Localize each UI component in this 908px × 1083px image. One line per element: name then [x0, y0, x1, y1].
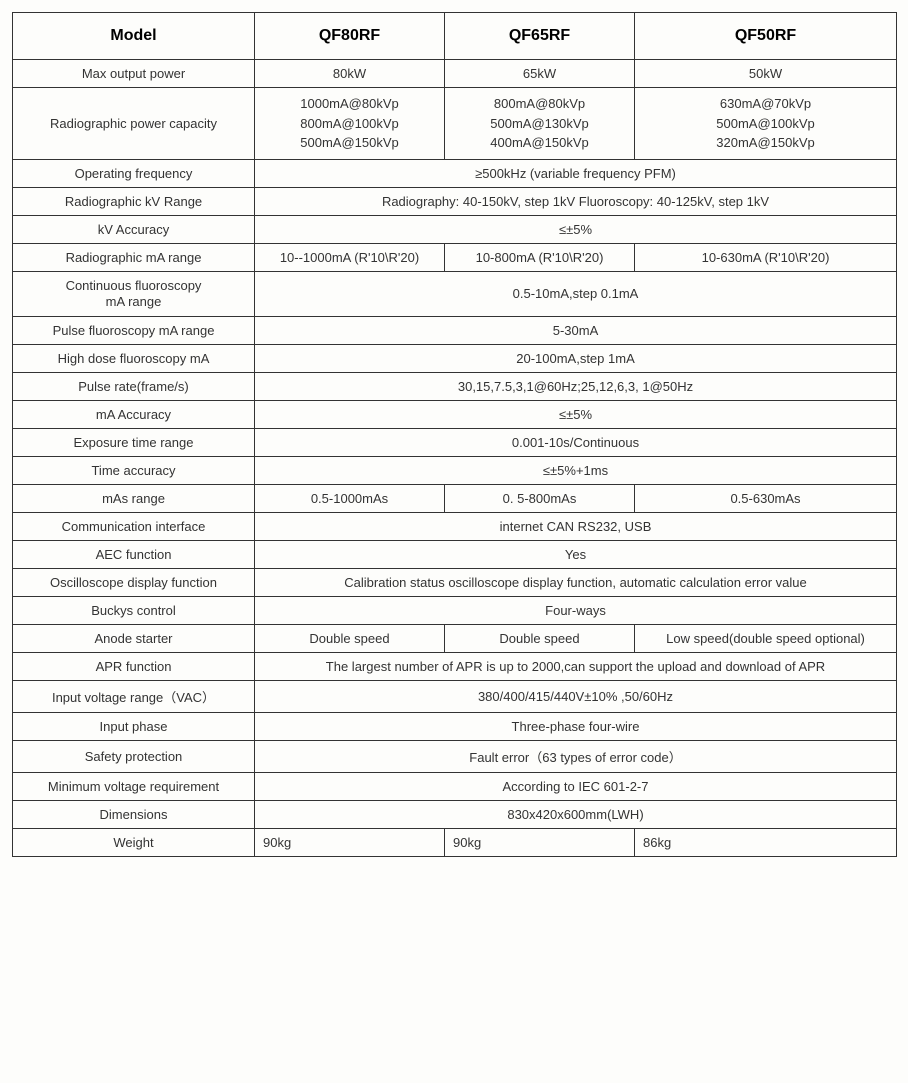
row-value: 0.5-1000mAs — [255, 485, 445, 513]
row-label: Radiographic kV Range — [13, 187, 255, 215]
table-row: Pulse rate(frame/s)30,15,7.5,3,1@60Hz;25… — [13, 373, 897, 401]
row-value-merged: 830x420x600mm(LWH) — [255, 801, 897, 829]
row-value: 90kg — [445, 829, 635, 857]
table-row: Weight90kg90kg86kg — [13, 829, 897, 857]
table-row: AEC functionYes — [13, 541, 897, 569]
row-label: AEC function — [13, 541, 255, 569]
row-label: Operating frequency — [13, 159, 255, 187]
row-label: Communication interface — [13, 513, 255, 541]
table-body: Max output power80kW65kW50kWRadiographic… — [13, 60, 897, 857]
row-value-merged: ≤±5%+1ms — [255, 457, 897, 485]
row-value-merged: 380/400/415/440V±10% ,50/60Hz — [255, 681, 897, 713]
header-row: Model QF80RF QF65RF QF50RF — [13, 13, 897, 60]
row-value-merged: 30,15,7.5,3,1@60Hz;25,12,6,3, 1@50Hz — [255, 373, 897, 401]
table-row: Oscilloscope display functionCalibration… — [13, 569, 897, 597]
table-row: Radiographic mA range10--1000mA (R'10\R'… — [13, 243, 897, 271]
row-label: Max output power — [13, 60, 255, 88]
row-label: Pulse rate(frame/s) — [13, 373, 255, 401]
row-value: Low speed(double speed optional) — [635, 625, 897, 653]
table-row: Exposure time range0.001-10s/Continuous — [13, 429, 897, 457]
row-label: Anode starter — [13, 625, 255, 653]
table-row: Pulse fluoroscopy mA range5-30mA — [13, 317, 897, 345]
row-value-merged: Calibration status oscilloscope display … — [255, 569, 897, 597]
row-value: 86kg — [635, 829, 897, 857]
row-value-merged: The largest number of APR is up to 2000,… — [255, 653, 897, 681]
table-row: Input phaseThree-phase four-wire — [13, 713, 897, 741]
row-value-merged: internet CAN RS232, USB — [255, 513, 897, 541]
row-value: 80kW — [255, 60, 445, 88]
table-row: Max output power80kW65kW50kW — [13, 60, 897, 88]
table-row: Buckys controlFour-ways — [13, 597, 897, 625]
row-value: 1000mA@80kVp 800mA@100kVp 500mA@150kVp — [255, 88, 445, 160]
row-value: Double speed — [255, 625, 445, 653]
row-value: Double speed — [445, 625, 635, 653]
row-value-merged: ≤±5% — [255, 401, 897, 429]
table-row: Minimum voltage requirementAccording to … — [13, 773, 897, 801]
table-row: Dimensions830x420x600mm(LWH) — [13, 801, 897, 829]
row-value-merged: Fault error（63 types of error code） — [255, 741, 897, 773]
row-value-merged: 20-100mA,step 1mA — [255, 345, 897, 373]
row-value-merged: 0.001-10s/Continuous — [255, 429, 897, 457]
row-value: 10-800mA (R'10\R'20) — [445, 243, 635, 271]
table-row: mA Accuracy≤±5% — [13, 401, 897, 429]
table-row: Radiographic power capacity1000mA@80kVp … — [13, 88, 897, 160]
header-model: Model — [13, 13, 255, 60]
row-value-merged: Yes — [255, 541, 897, 569]
row-label: Weight — [13, 829, 255, 857]
row-label: Minimum voltage requirement — [13, 773, 255, 801]
row-value-merged: According to IEC 601-2-7 — [255, 773, 897, 801]
spec-table: Model QF80RF QF65RF QF50RF Max output po… — [12, 12, 897, 857]
table-row: Anode starterDouble speedDouble speedLow… — [13, 625, 897, 653]
row-label: High dose fluoroscopy mA — [13, 345, 255, 373]
table-row: Communication interfaceinternet CAN RS23… — [13, 513, 897, 541]
table-row: Operating frequency≥500kHz (variable fre… — [13, 159, 897, 187]
row-label: Pulse fluoroscopy mA range — [13, 317, 255, 345]
table-row: Continuous fluoroscopy mA range0.5-10mA,… — [13, 271, 897, 317]
row-label: Dimensions — [13, 801, 255, 829]
row-label: Time accuracy — [13, 457, 255, 485]
row-label: Buckys control — [13, 597, 255, 625]
row-label: Exposure time range — [13, 429, 255, 457]
row-value-merged: Three-phase four-wire — [255, 713, 897, 741]
row-value: 630mA@70kVp 500mA@100kVp 320mA@150kVp — [635, 88, 897, 160]
row-label: kV Accuracy — [13, 215, 255, 243]
table-row: Time accuracy≤±5%+1ms — [13, 457, 897, 485]
row-value-merged: 5-30mA — [255, 317, 897, 345]
row-label: mA Accuracy — [13, 401, 255, 429]
table-row: Radiographic kV RangeRadiography: 40-150… — [13, 187, 897, 215]
row-value: 10--1000mA (R'10\R'20) — [255, 243, 445, 271]
row-label: mAs range — [13, 485, 255, 513]
row-label: Oscilloscope display function — [13, 569, 255, 597]
row-value: 0.5-630mAs — [635, 485, 897, 513]
table-row: APR functionThe largest number of APR is… — [13, 653, 897, 681]
header-qf50rf: QF50RF — [635, 13, 897, 60]
row-label: Input voltage range（VAC） — [13, 681, 255, 713]
row-value: 800mA@80kVp 500mA@130kVp 400mA@150kVp — [445, 88, 635, 160]
row-value: 0. 5-800mAs — [445, 485, 635, 513]
row-value: 65kW — [445, 60, 635, 88]
row-label: Input phase — [13, 713, 255, 741]
table-row: Safety protectionFault error（63 types of… — [13, 741, 897, 773]
row-value-merged: Radiography: 40-150kV, step 1kV Fluorosc… — [255, 187, 897, 215]
table-row: High dose fluoroscopy mA20-100mA,step 1m… — [13, 345, 897, 373]
row-label: APR function — [13, 653, 255, 681]
row-value-merged: ≤±5% — [255, 215, 897, 243]
row-value-merged: 0.5-10mA,step 0.1mA — [255, 271, 897, 317]
row-value: 10-630mA (R'10\R'20) — [635, 243, 897, 271]
row-value-merged: Four-ways — [255, 597, 897, 625]
row-label: Continuous fluoroscopy mA range — [13, 271, 255, 317]
row-label: Safety protection — [13, 741, 255, 773]
table-row: mAs range0.5-1000mAs0. 5-800mAs0.5-630mA… — [13, 485, 897, 513]
row-value: 50kW — [635, 60, 897, 88]
row-value-merged: ≥500kHz (variable frequency PFM) — [255, 159, 897, 187]
header-qf80rf: QF80RF — [255, 13, 445, 60]
table-row: Input voltage range（VAC）380/400/415/440V… — [13, 681, 897, 713]
row-label: Radiographic mA range — [13, 243, 255, 271]
row-label: Radiographic power capacity — [13, 88, 255, 160]
row-value: 90kg — [255, 829, 445, 857]
table-row: kV Accuracy≤±5% — [13, 215, 897, 243]
header-qf65rf: QF65RF — [445, 13, 635, 60]
